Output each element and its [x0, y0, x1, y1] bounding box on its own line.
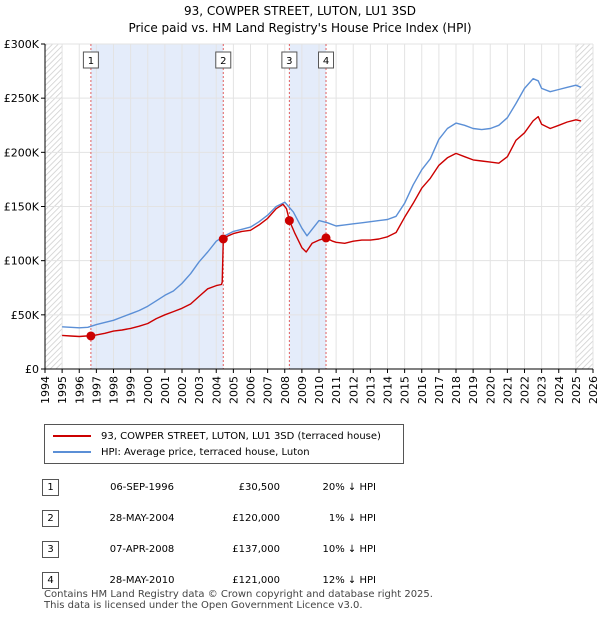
x-tick-label: 1999	[125, 376, 138, 404]
event-label-box-3	[281, 51, 298, 69]
sale-price: £121,000	[232, 575, 280, 586]
x-tick-label: 1997	[90, 376, 103, 404]
x-tick-label: 2009	[296, 376, 309, 404]
event-label-1: 1	[88, 56, 94, 67]
x-tick-label: 1998	[108, 376, 121, 404]
chart-legend: 93, COWPER STREET, LUTON, LU1 3SD (terra…	[44, 424, 404, 464]
event-label-box-4	[318, 51, 335, 69]
legend-swatch-hpi	[53, 451, 91, 453]
x-tick-label: 2023	[536, 376, 549, 404]
x-tick-label: 2001	[159, 376, 172, 404]
x-tick-label: 2024	[553, 376, 566, 404]
legend-swatch-property	[53, 435, 91, 437]
x-tick-label: 2006	[245, 376, 258, 404]
event-label-box-2	[215, 51, 232, 69]
sale-hpi-diff: 1% ↓ HPI	[328, 513, 376, 524]
title-line-1: 93, COWPER STREET, LUTON, LU1 3SD	[183, 4, 417, 18]
sale-date: 07-APR-2008	[109, 544, 175, 555]
event-label-4: 4	[323, 56, 329, 67]
sale-point-3	[284, 216, 294, 226]
x-tick-label: 2014	[382, 376, 395, 404]
x-tick-label: 2004	[210, 376, 223, 404]
x-tick-label: 1996	[73, 376, 86, 404]
sale-number-badge: 2	[42, 510, 59, 527]
x-tick-label: 2010	[313, 376, 326, 404]
x-tick-label: 2025	[570, 376, 583, 404]
x-tick-label: 2020	[484, 376, 497, 404]
sale-point-4	[321, 233, 331, 243]
sale-price: £137,000	[232, 544, 280, 555]
table-row: 2 28-MAY-2004 £120,000 1% ↓ HPI	[42, 503, 376, 534]
title-line-2: Price paid vs. HM Land Registry's House …	[128, 21, 472, 35]
table-row: 3 07-APR-2008 £137,000 10% ↓ HPI	[42, 534, 376, 565]
x-tick-label: 2022	[519, 376, 532, 404]
y-tick-label: £150K	[4, 201, 40, 214]
series-line-property	[62, 115, 582, 338]
sale-date: 06-SEP-1996	[110, 482, 174, 493]
x-tick-label: 2003	[193, 376, 206, 404]
table-row: 4 28-MAY-2010 £121,000 12% ↓ HPI	[42, 565, 376, 596]
x-tick-label: 2002	[176, 376, 189, 404]
chart-title: 93, COWPER STREET, LUTON, LU1 3SD Price …	[0, 3, 600, 37]
sale-date: 28-MAY-2010	[109, 575, 175, 586]
y-tick-label: £200K	[4, 146, 40, 159]
x-tick-label: 2005	[227, 376, 240, 404]
event-label-3: 3	[286, 56, 292, 67]
sale-price: £120,000	[232, 513, 280, 524]
x-tick-label: 2016	[416, 376, 429, 404]
x-tick-label: 2000	[142, 376, 155, 404]
sale-number-badge: 3	[42, 541, 59, 558]
x-tick-label: 2011	[330, 376, 343, 404]
x-tick-label: 2017	[433, 376, 446, 404]
x-tick-label: 2008	[279, 376, 292, 404]
sale-hpi-diff: 12% ↓ HPI	[322, 575, 376, 586]
sale-point-1	[86, 331, 96, 341]
x-tick-label: 2021	[501, 376, 514, 404]
x-tick-label: 2015	[399, 376, 412, 404]
x-tick-label: 1994	[39, 376, 52, 404]
legend-item-hpi: HPI: Average price, terraced house, Luto…	[53, 444, 310, 460]
x-tick-label: 2026	[587, 376, 600, 404]
legend-label-property: 93, COWPER STREET, LUTON, LU1 3SD (terra…	[101, 430, 381, 442]
x-tick-label: 2019	[467, 376, 480, 404]
sale-price: £30,500	[238, 482, 280, 493]
series-line-hpi	[62, 77, 582, 329]
sale-hpi-diff: 10% ↓ HPI	[322, 544, 376, 555]
footer-line-2: This data is licensed under the Open Gov…	[44, 600, 363, 611]
x-tick-label: 2012	[347, 376, 360, 404]
event-label-2: 2	[220, 56, 226, 67]
sale-point-2	[218, 234, 228, 244]
legend-label-hpi: HPI: Average price, terraced house, Luto…	[101, 446, 310, 458]
y-tick-label: £300K	[4, 38, 40, 51]
footer-line-1: Contains HM Land Registry data © Crown c…	[44, 589, 433, 600]
y-tick-label: £50K	[11, 309, 40, 322]
x-tick-label: 2018	[450, 376, 463, 404]
y-tick-label: £0	[25, 363, 39, 376]
x-tick-label: 2013	[364, 376, 377, 404]
y-tick-label: £100K	[4, 255, 40, 268]
legend-item-property: 93, COWPER STREET, LUTON, LU1 3SD (terra…	[53, 428, 381, 444]
price-chart: 1994 1995 1996 1997 1998 1999 2000 2001 2002 2003…	[4, 38, 600, 404]
x-tick-label: 1995	[56, 376, 69, 404]
sale-number-badge: 4	[42, 572, 59, 589]
y-tick-label: £250K	[4, 92, 40, 105]
sale-hpi-diff: 20% ↓ HPI	[322, 482, 376, 493]
sale-date: 28-MAY-2004	[109, 513, 175, 524]
table-row: 1 06-SEP-1996 £30,500 20% ↓ HPI	[42, 472, 376, 503]
event-label-box-1	[82, 51, 99, 69]
footer-attribution: Contains HM Land Registry data © Crown c…	[44, 589, 433, 611]
sale-number-badge: 1	[42, 479, 59, 496]
x-tick-label: 2007	[262, 376, 275, 404]
sales-table: 1 06-SEP-1996 £30,500 20% ↓ HPI 2 28-MAY…	[42, 472, 376, 596]
